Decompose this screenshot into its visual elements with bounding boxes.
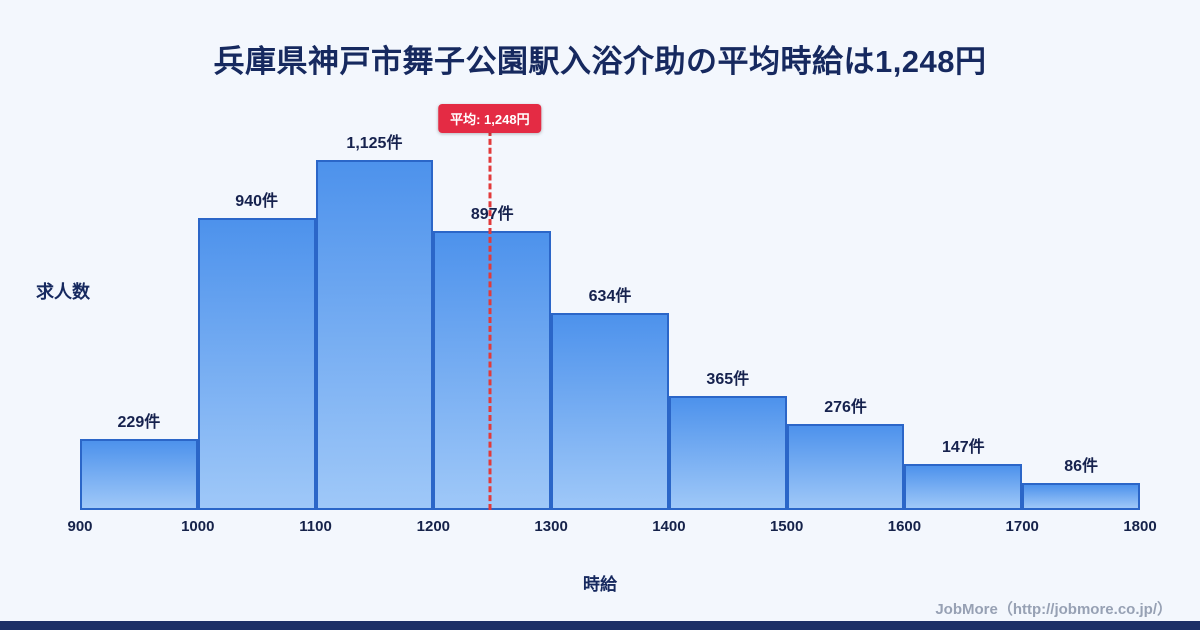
x-tick-label: 1100	[299, 518, 332, 535]
bar-value-label: 229件	[117, 413, 161, 431]
footer-credit: JobMore（http://jobmore.co.jp/）	[935, 601, 1172, 618]
histogram-bar	[315, 160, 434, 510]
y-axis-label: 求人数	[36, 282, 90, 302]
bar-value-label: 1,125件	[346, 135, 403, 152]
x-axis-ticks: 900 1000 1100 1200 1300 1400 1500 1600 1700 1800	[67, 518, 1156, 538]
x-axis-label: 時給	[583, 575, 617, 594]
histogram-bar	[786, 424, 905, 510]
bar-value-label: 940件	[235, 192, 279, 210]
plot-area: 229件 940件 1,125件 897件 634件 365件 276件 147件 86件	[80, 135, 1140, 510]
x-tick-label: 1800	[1123, 518, 1157, 535]
x-tick-label: 1500	[769, 518, 804, 535]
bar-value-label: 634件	[588, 287, 632, 305]
bar-value-label: 897件	[470, 205, 514, 223]
x-tick-label: 1200	[416, 518, 451, 535]
bar-value-label: 276件	[824, 399, 867, 417]
histogram-bar	[80, 438, 198, 510]
x-tick-label: 900	[67, 518, 93, 535]
histogram-bar	[668, 396, 787, 510]
page-title: 兵庫県神戸市舞子公園駅入浴介助の平均時給は1,248円	[213, 44, 987, 79]
bottom-strip	[0, 621, 1200, 630]
bar-value-label: 86件	[1064, 458, 1099, 476]
x-tick-label: 1000	[181, 518, 215, 535]
x-tick-label: 1700	[1005, 518, 1039, 535]
bar-value-label: 147件	[941, 439, 985, 457]
x-tick-label: 1300	[534, 518, 568, 535]
bar-value-label: 365件	[706, 371, 750, 389]
histogram-bar	[197, 217, 316, 510]
x-tick-label: 1400	[652, 518, 686, 535]
x-tick-label: 1600	[887, 518, 922, 535]
histogram-bar	[433, 230, 552, 510]
average-badge: 平均: 1,248円	[438, 104, 542, 133]
histogram-bar	[1022, 483, 1140, 510]
histogram-bar	[904, 464, 1023, 510]
histogram-bar	[551, 312, 669, 510]
